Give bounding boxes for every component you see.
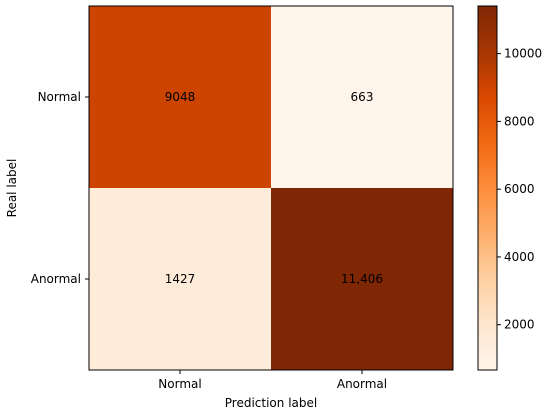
y-axis: Normal Anormal: [31, 90, 89, 286]
colorbar-tick-label-4: 10000: [504, 47, 542, 61]
colorbar-tick-label-2: 6000: [504, 182, 535, 196]
colorbar-tick-label-3: 8000: [504, 114, 535, 128]
x-tick-label-0: Normal: [158, 377, 201, 391]
colorbar-tick-label-1: 4000: [504, 250, 535, 264]
x-tick-label-1: Anormal: [337, 377, 387, 391]
x-axis: Normal Anormal: [158, 370, 387, 391]
y-tick-label-1: Anormal: [31, 272, 81, 286]
colorbar-ticks: 2000 4000 6000 8000 10000: [497, 47, 542, 332]
heatmap-cell-1-1: [271, 188, 453, 370]
y-axis-label: Real label: [5, 159, 19, 218]
y-tick-label-0: Normal: [38, 90, 81, 104]
plot-frame: [88, 5, 454, 371]
cell-value-1-1: 11,406: [341, 272, 383, 286]
colorbar: [477, 5, 498, 371]
heatmap-cell-0-0: [89, 6, 271, 188]
cell-value-1-0: 1427: [165, 272, 196, 286]
heatmap-cell-0-1: [271, 6, 453, 188]
cell-value-0-1: 663: [351, 90, 374, 104]
heatmap-cell-1-0: [89, 188, 271, 370]
x-axis-label: Prediction label: [225, 396, 317, 410]
cell-value-0-0: 9048: [165, 90, 196, 104]
heatmap-cells: [89, 6, 453, 370]
cell-value-labels: 9048 663 1427 11,406: [165, 90, 383, 286]
colorbar-tick-label-0: 2000: [504, 318, 535, 332]
